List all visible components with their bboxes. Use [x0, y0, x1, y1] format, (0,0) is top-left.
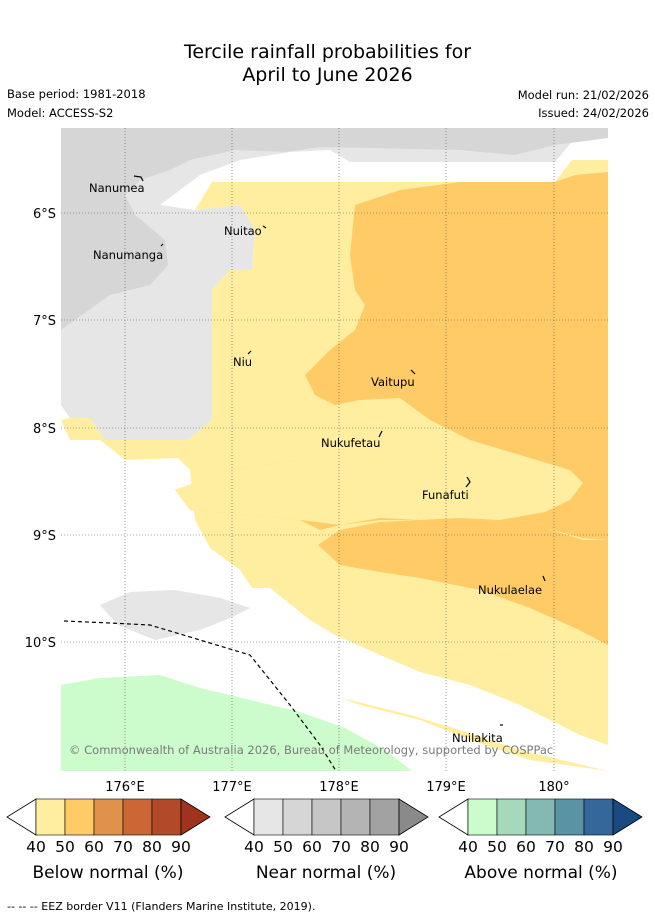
- colorbar-above-under-extend: [438, 798, 469, 836]
- place-label-nukufetau: Nukufetau: [321, 436, 380, 450]
- chart-title: Tercile rainfall probabilities for April…: [0, 41, 655, 87]
- below-normal-label: Below normal (%): [32, 863, 184, 883]
- issued-date: Issued: 24/02/2026: [538, 106, 649, 120]
- colorbar-above-segment: [467, 798, 498, 836]
- colorbar-below-under-extend: [6, 798, 37, 836]
- colorbar-above-tick: 60: [516, 838, 536, 856]
- graticule: [61, 128, 608, 771]
- colorbar-below-over-extend: [180, 798, 211, 836]
- colorbar-near-segment: [369, 798, 400, 836]
- eez-border-line: [63, 620, 337, 772]
- colorbar-above: [438, 798, 643, 836]
- colorbar-below-segment: [93, 798, 124, 836]
- lon-label-176e: 176°E: [105, 780, 145, 795]
- place-label-nanumanga: Nanumanga: [93, 248, 163, 262]
- place-label-nukulaelae: Nukulaelae: [478, 583, 542, 597]
- funafuti-island: [465, 476, 471, 488]
- colorbar-below-segment: [122, 798, 153, 836]
- colorbar-above-tick: 50: [487, 838, 507, 856]
- island-markers: [133, 175, 546, 726]
- place-label-funafuti: Funafuti: [422, 488, 469, 502]
- below-normal-50-region-north: [175, 172, 608, 540]
- model-name: Model: ACCESS-S2: [7, 106, 114, 120]
- lat-label-9s: 9°S: [33, 529, 56, 544]
- near-normal-50-region: [61, 128, 608, 330]
- colorbar-above-segment: [496, 798, 527, 836]
- lon-label-177e: 177°E: [212, 780, 252, 795]
- colorbar-near-segment: [311, 798, 342, 836]
- colorbar-near-tick: 50: [273, 838, 293, 856]
- niu-island: [247, 350, 252, 355]
- lon-label-178e: 178°E: [319, 780, 359, 795]
- place-label-vaitupu: Vaitupu: [371, 375, 415, 389]
- colorbar-above-over-extend: [612, 798, 643, 836]
- colorbar-above-tick: 90: [603, 838, 623, 856]
- colorbar-near-segment: [253, 798, 284, 836]
- place-label-nuitao: Nuitao: [224, 224, 262, 238]
- place-label-nanumea: Nanumea: [89, 181, 145, 195]
- colorbar-above-tick: 70: [545, 838, 565, 856]
- lon-label-180: 180°: [538, 780, 569, 795]
- place-label-niu: Niu: [233, 355, 252, 369]
- title-line2: April to June 2026: [242, 64, 413, 86]
- colorbar-below-tick: 70: [113, 838, 133, 856]
- lon-label-179e: 179°E: [426, 780, 466, 795]
- nukulaelae-island: [542, 575, 546, 582]
- probability-field: [61, 128, 608, 771]
- colorbar-above-tick: 40: [458, 838, 478, 856]
- colorbar-below-tick: 90: [171, 838, 191, 856]
- colorbars: [6, 798, 643, 836]
- colorbar-near: [224, 798, 429, 836]
- nukufetau-island: [378, 430, 383, 438]
- lat-label-8s: 8°S: [33, 422, 56, 437]
- colorbar-near-tick: 70: [331, 838, 351, 856]
- colorbar-below: [6, 798, 211, 836]
- above-normal-40-region: [61, 675, 412, 771]
- colorbar-near-tick: 80: [360, 838, 380, 856]
- vaitupu-island: [410, 369, 416, 375]
- colorbar-near-tick: 60: [302, 838, 322, 856]
- nanumanga-island: [160, 243, 164, 247]
- below-normal-50-region-south: [318, 518, 608, 645]
- above-normal-label: Above normal (%): [464, 863, 618, 883]
- colorbar-above-segment: [525, 798, 556, 836]
- colorbar-above-segment: [583, 798, 614, 836]
- colorbar-below-tick: 40: [26, 838, 46, 856]
- colorbar-above-segment: [554, 798, 585, 836]
- base-period: Base period: 1981-2018: [7, 87, 146, 101]
- colorbar-below-tick: 50: [55, 838, 75, 856]
- colorbar-below-tick: 60: [84, 838, 104, 856]
- nanumea-island: [133, 175, 144, 182]
- colorbar-near-segment: [340, 798, 371, 836]
- nuitao-island: [262, 225, 267, 229]
- near-normal-label: Near normal (%): [255, 863, 397, 883]
- eez-footnote: -- -- -- EEZ border V11 (Flanders Marine…: [7, 900, 316, 913]
- colorbar-below-tick: 80: [142, 838, 162, 856]
- copyright-notice: © Commonwealth of Australia 2026, Bureau…: [69, 743, 553, 757]
- near-normal-40-region: [61, 128, 608, 440]
- place-label-nuilakita: Nuilakita: [452, 731, 503, 745]
- colorbar-below-segment: [35, 798, 66, 836]
- colorbar-near-tick: 90: [389, 838, 409, 856]
- title-line1: Tercile rainfall probabilities for: [183, 41, 472, 63]
- colorbar-near-tick: 40: [244, 838, 264, 856]
- colorbar-near-over-extend: [398, 798, 429, 836]
- colorbar-near-segment: [282, 798, 313, 836]
- lat-label-7s: 7°S: [33, 314, 56, 329]
- lat-label-6s: 6°S: [33, 207, 56, 222]
- colorbar-below-segment: [64, 798, 95, 836]
- model-run: Model run: 21/02/2026: [517, 88, 649, 102]
- colorbar-below-segment: [151, 798, 182, 836]
- colorbar-near-under-extend: [224, 798, 255, 836]
- colorbar-above-tick: 80: [574, 838, 594, 856]
- lat-label-10s: 10°S: [25, 636, 56, 651]
